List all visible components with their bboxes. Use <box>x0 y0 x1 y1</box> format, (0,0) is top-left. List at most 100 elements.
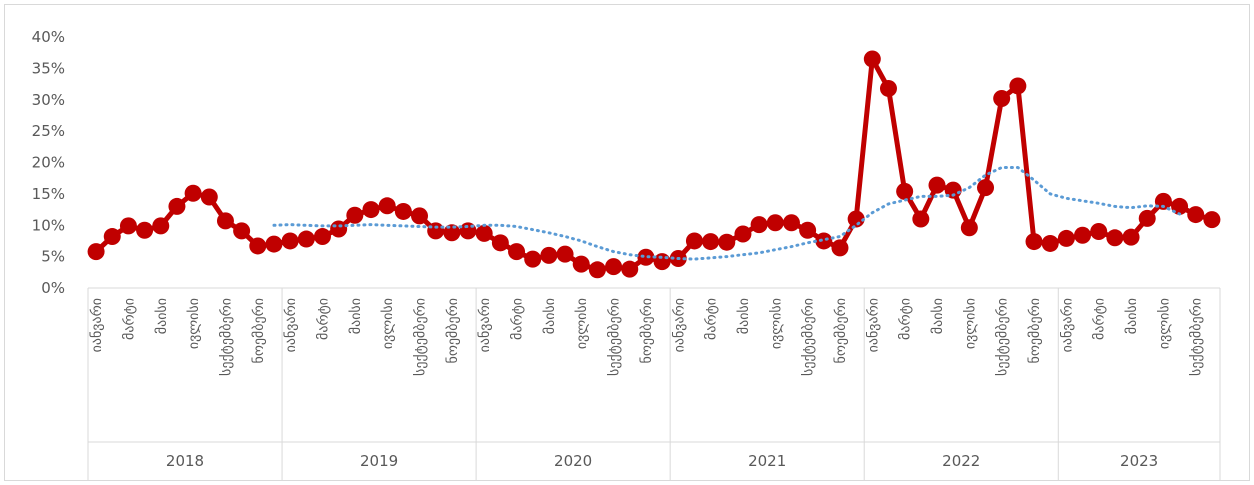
data-point <box>459 222 477 240</box>
data-point <box>572 255 590 273</box>
x-year-label: 2022 <box>942 452 980 470</box>
data-point <box>1106 229 1124 247</box>
x-year-label: 2020 <box>554 452 592 470</box>
x-month-label: სექტემბერი <box>1188 298 1205 376</box>
data-point <box>491 234 509 252</box>
data-point <box>1090 223 1108 241</box>
x-month-label: ივლისი <box>380 298 396 349</box>
data-point <box>281 232 299 250</box>
data-point <box>896 182 914 200</box>
y-tick-label: 25% <box>32 122 65 140</box>
data-point <box>653 253 671 271</box>
x-month-label: მარტი <box>703 298 720 340</box>
x-year-label: 2019 <box>360 452 398 470</box>
data-point <box>799 221 817 239</box>
data-point <box>103 228 121 246</box>
data-point <box>1154 192 1172 210</box>
y-tick-label: 10% <box>32 216 65 234</box>
data-point <box>136 221 154 239</box>
data-point <box>734 225 752 243</box>
data-point <box>152 217 170 235</box>
data-point <box>685 232 703 250</box>
data-point <box>718 233 736 251</box>
data-point <box>702 233 720 251</box>
x-month-label: ნოემბერი <box>1026 298 1043 364</box>
x-month-label: იანვარი <box>1058 298 1075 352</box>
trend-line <box>272 166 1182 261</box>
data-point <box>443 224 461 242</box>
data-point <box>1057 229 1075 247</box>
data-point <box>1025 233 1043 251</box>
x-year-label: 2018 <box>166 452 204 470</box>
data-point <box>330 220 348 238</box>
x-month-label: იანვარი <box>864 298 881 352</box>
x-month-label: ივლისი <box>1156 298 1172 349</box>
data-point <box>815 232 833 250</box>
x-month-label: მარტი <box>120 298 137 340</box>
x-month-label: ივლისი <box>574 298 590 349</box>
x-month-label: ივლისი <box>962 298 978 349</box>
data-point <box>87 243 105 261</box>
data-point <box>847 210 865 228</box>
data-point <box>605 258 623 276</box>
x-month-label: მაისი <box>542 298 558 334</box>
data-point <box>863 50 881 68</box>
x-month-label: მაისი <box>1124 298 1140 334</box>
data-point <box>1138 209 1156 227</box>
x-month-label: მაისი <box>348 298 364 334</box>
data-point <box>394 202 412 220</box>
x-month-label: იანვარი <box>476 298 493 352</box>
x-month-label: სექტემბერი <box>606 298 623 376</box>
data-point <box>313 228 331 246</box>
data-point <box>831 239 849 257</box>
data-point <box>508 243 526 261</box>
data-point <box>233 222 251 240</box>
x-year-label: 2023 <box>1120 452 1158 470</box>
x-year-label: 2021 <box>748 452 786 470</box>
data-point <box>265 235 283 253</box>
data-point <box>766 214 784 232</box>
data-point <box>119 217 137 235</box>
data-point <box>621 260 639 278</box>
data-point <box>184 184 202 202</box>
x-month-label: სექტემბერი <box>412 298 429 376</box>
data-point <box>588 261 606 279</box>
data-point <box>200 188 218 206</box>
x-month-label: სექტემბერი <box>217 298 234 376</box>
data-point <box>993 89 1011 107</box>
data-point <box>928 176 946 194</box>
x-month-label: მარტი <box>897 298 914 340</box>
x-month-label: მარტი <box>1091 298 1108 340</box>
x-month-label: სექტემბერი <box>800 298 817 376</box>
data-point <box>1203 211 1221 229</box>
data-point <box>1009 77 1027 95</box>
data-point <box>960 219 978 237</box>
data-point <box>750 216 768 234</box>
data-point <box>216 212 234 230</box>
data-point <box>879 79 897 97</box>
data-point <box>168 197 186 215</box>
data-point <box>346 206 364 224</box>
data-point <box>977 179 995 197</box>
data-point <box>362 201 380 219</box>
x-month-label: ნოემბერი <box>444 298 461 364</box>
x-month-label: ნოემბერი <box>250 298 267 364</box>
y-tick-label: 15% <box>32 185 65 203</box>
y-tick-label: 5% <box>41 248 65 266</box>
x-month-label: იანვარი <box>282 298 299 352</box>
data-point <box>782 214 800 232</box>
line-chart: 0% 5% 10% 15% 20% 25% 30% 35% 40% იანვარი მარტი მაი… <box>32 28 1221 480</box>
data-point <box>1187 206 1205 224</box>
y-tick-label: 35% <box>32 59 65 77</box>
x-month-label: იანვარი <box>88 298 105 352</box>
data-point <box>297 230 315 248</box>
y-tick-label: 0% <box>41 279 65 297</box>
data-point <box>912 210 930 228</box>
x-month-label: მაისი <box>930 298 946 334</box>
y-tick-label: 20% <box>32 154 65 172</box>
data-point <box>411 207 429 225</box>
data-point <box>540 246 558 264</box>
x-month-label: მარტი <box>509 298 526 340</box>
data-point <box>249 237 267 255</box>
data-point <box>475 224 493 242</box>
